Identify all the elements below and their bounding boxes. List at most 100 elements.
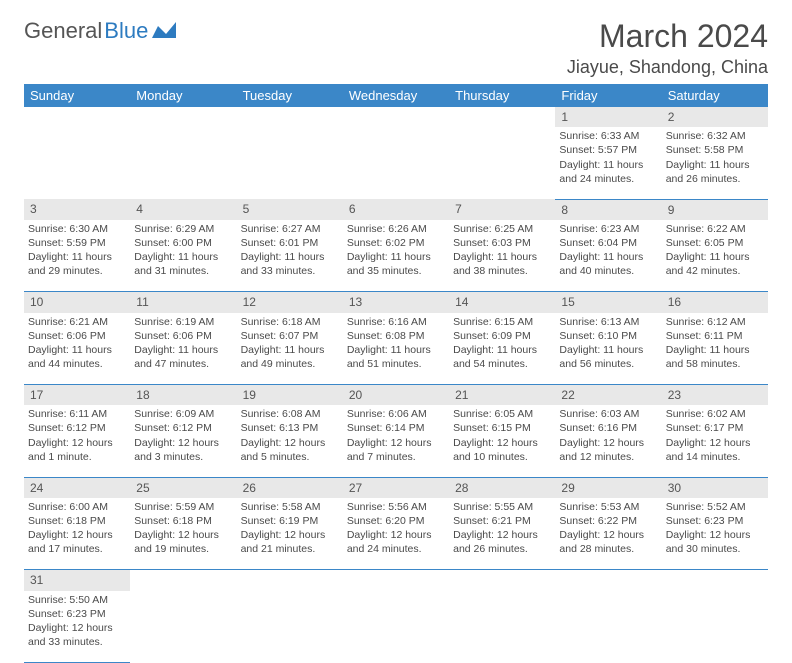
day-cell [130, 127, 236, 199]
day-cell: Sunrise: 6:22 AMSunset: 6:05 PMDaylight:… [662, 220, 768, 292]
sunset-text: Sunset: 6:06 PM [134, 329, 232, 343]
daylight-text: Daylight: 11 hours and 26 minutes. [666, 158, 764, 186]
day-cell: Sunrise: 6:27 AMSunset: 6:01 PMDaylight:… [237, 220, 343, 292]
weekday-header-row: Sunday Monday Tuesday Wednesday Thursday… [24, 84, 768, 107]
day-number: 30 [662, 477, 768, 498]
daylight-text: Daylight: 12 hours and 33 minutes. [28, 621, 126, 649]
day-number: 22 [555, 385, 661, 406]
daylight-text: Daylight: 12 hours and 28 minutes. [559, 528, 657, 556]
daylight-text: Daylight: 11 hours and 33 minutes. [241, 250, 339, 278]
daylight-text: Daylight: 11 hours and 54 minutes. [453, 343, 551, 371]
day-cell: Sunrise: 6:33 AMSunset: 5:57 PMDaylight:… [555, 127, 661, 199]
day-number: 11 [130, 292, 236, 313]
sunrise-text: Sunrise: 5:59 AM [134, 500, 232, 514]
day-cell: Sunrise: 6:12 AMSunset: 6:11 PMDaylight:… [662, 313, 768, 385]
day-number: 31 [24, 570, 130, 591]
daylight-text: Daylight: 12 hours and 19 minutes. [134, 528, 232, 556]
day-cell: Sunrise: 6:18 AMSunset: 6:07 PMDaylight:… [237, 313, 343, 385]
day-cell: Sunrise: 6:03 AMSunset: 6:16 PMDaylight:… [555, 405, 661, 477]
daylight-text: Daylight: 12 hours and 24 minutes. [347, 528, 445, 556]
day-cell: Sunrise: 6:25 AMSunset: 6:03 PMDaylight:… [449, 220, 555, 292]
day-cell [130, 591, 236, 663]
sunrise-text: Sunrise: 6:15 AM [453, 315, 551, 329]
sunset-text: Sunset: 5:57 PM [559, 143, 657, 157]
day-number [24, 107, 130, 127]
weekday-header: Tuesday [237, 84, 343, 107]
sunrise-text: Sunrise: 6:05 AM [453, 407, 551, 421]
day-number: 9 [662, 199, 768, 220]
sunrise-text: Sunrise: 6:08 AM [241, 407, 339, 421]
day-number [237, 107, 343, 127]
sunset-text: Sunset: 6:10 PM [559, 329, 657, 343]
day-number-row: 3456789 [24, 199, 768, 220]
day-number: 21 [449, 385, 555, 406]
daylight-text: Daylight: 11 hours and 40 minutes. [559, 250, 657, 278]
daylight-text: Daylight: 11 hours and 35 minutes. [347, 250, 445, 278]
sunset-text: Sunset: 6:23 PM [28, 607, 126, 621]
daylight-text: Daylight: 11 hours and 58 minutes. [666, 343, 764, 371]
title-block: March 2024 Jiayue, Shandong, China [567, 18, 768, 78]
daylight-text: Daylight: 11 hours and 56 minutes. [559, 343, 657, 371]
sunrise-text: Sunrise: 6:16 AM [347, 315, 445, 329]
day-cell: Sunrise: 6:30 AMSunset: 5:59 PMDaylight:… [24, 220, 130, 292]
sunset-text: Sunset: 5:59 PM [28, 236, 126, 250]
sunset-text: Sunset: 6:05 PM [666, 236, 764, 250]
sunrise-text: Sunrise: 6:27 AM [241, 222, 339, 236]
sunset-text: Sunset: 6:03 PM [453, 236, 551, 250]
day-cell [449, 591, 555, 663]
day-number: 20 [343, 385, 449, 406]
sunset-text: Sunset: 6:04 PM [559, 236, 657, 250]
day-cell: Sunrise: 6:32 AMSunset: 5:58 PMDaylight:… [662, 127, 768, 199]
sunset-text: Sunset: 6:20 PM [347, 514, 445, 528]
day-number: 3 [24, 199, 130, 220]
day-number: 5 [237, 199, 343, 220]
day-cell: Sunrise: 5:55 AMSunset: 6:21 PMDaylight:… [449, 498, 555, 570]
day-number: 14 [449, 292, 555, 313]
daylight-text: Daylight: 11 hours and 42 minutes. [666, 250, 764, 278]
day-number: 6 [343, 199, 449, 220]
location: Jiayue, Shandong, China [567, 57, 768, 78]
day-number: 18 [130, 385, 236, 406]
sunrise-text: Sunrise: 6:03 AM [559, 407, 657, 421]
sunrise-text: Sunrise: 5:50 AM [28, 593, 126, 607]
daylight-text: Daylight: 11 hours and 31 minutes. [134, 250, 232, 278]
day-cell: Sunrise: 6:06 AMSunset: 6:14 PMDaylight:… [343, 405, 449, 477]
sunrise-text: Sunrise: 6:32 AM [666, 129, 764, 143]
weekday-header: Saturday [662, 84, 768, 107]
sunset-text: Sunset: 6:08 PM [347, 329, 445, 343]
daylight-text: Daylight: 12 hours and 1 minute. [28, 436, 126, 464]
sunrise-text: Sunrise: 6:11 AM [28, 407, 126, 421]
daylight-text: Daylight: 12 hours and 30 minutes. [666, 528, 764, 556]
sunrise-text: Sunrise: 6:21 AM [28, 315, 126, 329]
sunrise-text: Sunrise: 5:52 AM [666, 500, 764, 514]
header: GeneralBlue March 2024 Jiayue, Shandong,… [24, 18, 768, 78]
sunset-text: Sunset: 6:21 PM [453, 514, 551, 528]
day-number-row: 24252627282930 [24, 477, 768, 498]
day-cell: Sunrise: 5:52 AMSunset: 6:23 PMDaylight:… [662, 498, 768, 570]
day-cell: Sunrise: 6:11 AMSunset: 6:12 PMDaylight:… [24, 405, 130, 477]
day-number [237, 570, 343, 591]
day-number: 7 [449, 199, 555, 220]
day-number: 10 [24, 292, 130, 313]
day-number: 26 [237, 477, 343, 498]
weekday-header: Wednesday [343, 84, 449, 107]
daylight-text: Daylight: 12 hours and 3 minutes. [134, 436, 232, 464]
sunset-text: Sunset: 6:09 PM [453, 329, 551, 343]
sunrise-text: Sunrise: 6:33 AM [559, 129, 657, 143]
day-number: 15 [555, 292, 661, 313]
daylight-text: Daylight: 11 hours and 49 minutes. [241, 343, 339, 371]
calendar-table: Sunday Monday Tuesday Wednesday Thursday… [24, 84, 768, 663]
day-number [130, 107, 236, 127]
day-cell: Sunrise: 6:26 AMSunset: 6:02 PMDaylight:… [343, 220, 449, 292]
weekday-header: Monday [130, 84, 236, 107]
sunrise-text: Sunrise: 5:56 AM [347, 500, 445, 514]
day-content-row: Sunrise: 6:21 AM Sunset: 6:06 PM Daylight:… [24, 313, 768, 385]
day-number-row: 12 [24, 107, 768, 127]
day-cell: Sunrise: 6:13 AMSunset: 6:10 PMDaylight:… [555, 313, 661, 385]
sunset-text: Sunset: 6:12 PM [134, 421, 232, 435]
sunrise-text: Sunrise: 6:29 AM [134, 222, 232, 236]
sunrise-text: Sunrise: 6:12 AM [666, 315, 764, 329]
month-title: March 2024 [567, 18, 768, 55]
day-cell [555, 591, 661, 663]
sunrise-text: Sunrise: 5:53 AM [559, 500, 657, 514]
